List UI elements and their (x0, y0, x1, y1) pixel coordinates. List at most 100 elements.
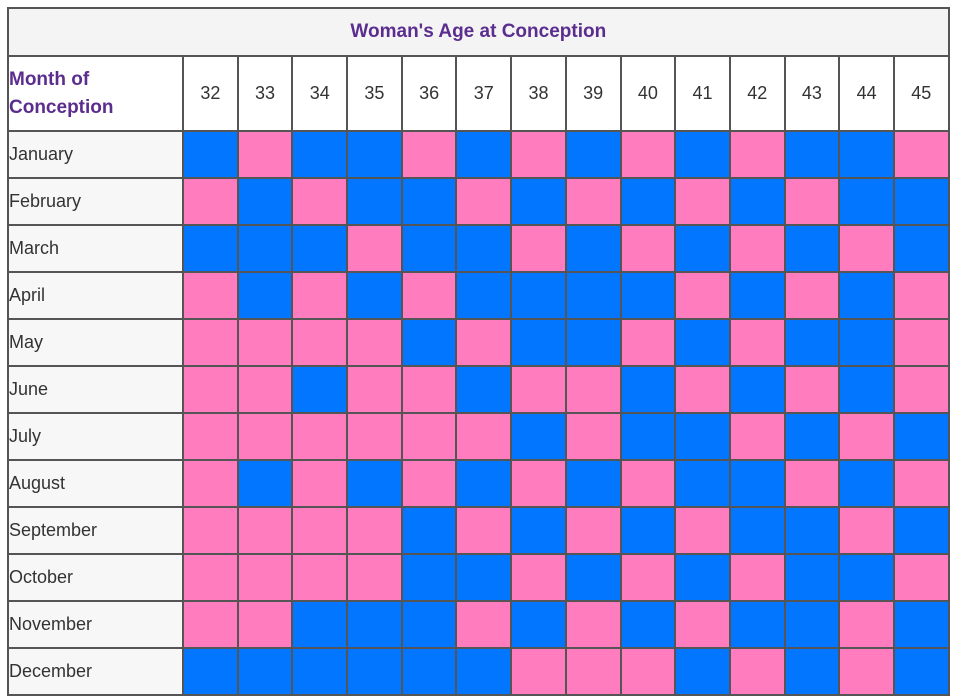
cell-august-33-blue (236, 459, 294, 508)
cell-october-35-pink (346, 553, 403, 602)
cell-may-45-pink (892, 318, 950, 367)
cell-june-34-blue (291, 365, 349, 414)
cell-may-34-pink (291, 318, 349, 367)
cell-july-37-pink (455, 412, 513, 461)
age-header-32: 32 (182, 55, 239, 132)
cell-july-33-pink (236, 412, 294, 461)
cell-january-37-blue (455, 130, 513, 179)
cell-february-44-blue (838, 177, 895, 226)
cell-may-35-pink (346, 318, 403, 367)
cell-june-42-blue (728, 365, 786, 414)
cell-february-42-blue (728, 177, 786, 226)
age-header-34: 34 (291, 55, 349, 132)
cell-june-35-pink (346, 365, 403, 414)
table-row: October (7, 553, 950, 602)
cell-november-38-blue (510, 600, 567, 649)
cell-august-34-pink (291, 459, 349, 508)
cell-february-40-blue (619, 177, 677, 226)
cell-october-44-blue (838, 553, 895, 602)
cell-august-40-pink (619, 459, 677, 508)
cell-september-37-pink (455, 506, 513, 555)
table-row: August (7, 459, 950, 508)
cell-may-40-pink (619, 318, 677, 367)
cell-january-42-pink (728, 130, 786, 179)
cell-april-44-blue (838, 271, 895, 320)
cell-october-45-pink (892, 553, 950, 602)
cell-september-43-blue (783, 506, 841, 555)
cell-november-45-blue (892, 600, 950, 649)
cell-october-32-pink (182, 553, 239, 602)
cell-june-41-pink (674, 365, 731, 414)
table-row: March (7, 224, 950, 273)
cell-july-34-pink (291, 412, 349, 461)
cell-january-33-pink (236, 130, 294, 179)
cell-june-44-blue (838, 365, 895, 414)
cell-september-39-pink (564, 506, 622, 555)
chart-body: January February March April May June July Augu… (7, 130, 950, 696)
cell-february-33-blue (236, 177, 294, 226)
cell-march-38-pink (510, 224, 567, 273)
cell-august-43-pink (783, 459, 841, 508)
age-header-40: 40 (619, 55, 677, 132)
cell-december-38-pink (510, 647, 567, 696)
cell-october-39-blue (564, 553, 622, 602)
cell-december-39-pink (564, 647, 622, 696)
cell-july-45-blue (892, 412, 950, 461)
cell-november-35-blue (346, 600, 403, 649)
cell-august-38-pink (510, 459, 567, 508)
cell-april-43-pink (783, 271, 841, 320)
cell-april-36-pink (400, 271, 458, 320)
cell-december-33-blue (236, 647, 294, 696)
cell-september-45-blue (892, 506, 950, 555)
cell-october-36-blue (400, 553, 458, 602)
cell-september-38-blue (510, 506, 567, 555)
cell-october-38-pink (510, 553, 567, 602)
cell-november-34-blue (291, 600, 349, 649)
cell-january-36-pink (400, 130, 458, 179)
cell-october-34-pink (291, 553, 349, 602)
cell-june-37-blue (455, 365, 513, 414)
month-label-june: June (7, 365, 184, 414)
cell-january-34-blue (291, 130, 349, 179)
cell-july-40-blue (619, 412, 677, 461)
cell-november-43-blue (783, 600, 841, 649)
cell-december-44-pink (838, 647, 895, 696)
cell-october-42-pink (728, 553, 786, 602)
table-row: April (7, 271, 950, 320)
cell-november-39-pink (564, 600, 622, 649)
cell-may-41-blue (674, 318, 731, 367)
cell-october-43-blue (783, 553, 841, 602)
cell-april-40-blue (619, 271, 677, 320)
age-header-36: 36 (400, 55, 458, 132)
cell-august-37-blue (455, 459, 513, 508)
cell-january-45-pink (892, 130, 950, 179)
cell-january-43-blue (783, 130, 841, 179)
month-label-february: February (7, 177, 184, 226)
month-label-march: March (7, 224, 184, 273)
cell-may-38-blue (510, 318, 567, 367)
cell-january-41-blue (674, 130, 731, 179)
cell-july-44-pink (838, 412, 895, 461)
cell-february-37-pink (455, 177, 513, 226)
cell-november-40-blue (619, 600, 677, 649)
cell-july-43-blue (783, 412, 841, 461)
cell-december-43-blue (783, 647, 841, 696)
cell-february-35-blue (346, 177, 403, 226)
cell-january-44-blue (838, 130, 895, 179)
cell-may-43-blue (783, 318, 841, 367)
cell-june-38-pink (510, 365, 567, 414)
cell-february-39-pink (564, 177, 622, 226)
cell-may-32-pink (182, 318, 239, 367)
cell-april-45-pink (892, 271, 950, 320)
chart-title: Woman's Age at Conception (7, 7, 950, 57)
cell-march-32-blue (182, 224, 239, 273)
age-header-43: 43 (783, 55, 841, 132)
cell-november-42-blue (728, 600, 786, 649)
cell-june-45-pink (892, 365, 950, 414)
cell-january-32-blue (182, 130, 239, 179)
table-row: July (7, 412, 950, 461)
cell-april-32-pink (182, 271, 239, 320)
cell-july-35-pink (346, 412, 403, 461)
table-row: January (7, 130, 950, 179)
cell-april-42-blue (728, 271, 786, 320)
